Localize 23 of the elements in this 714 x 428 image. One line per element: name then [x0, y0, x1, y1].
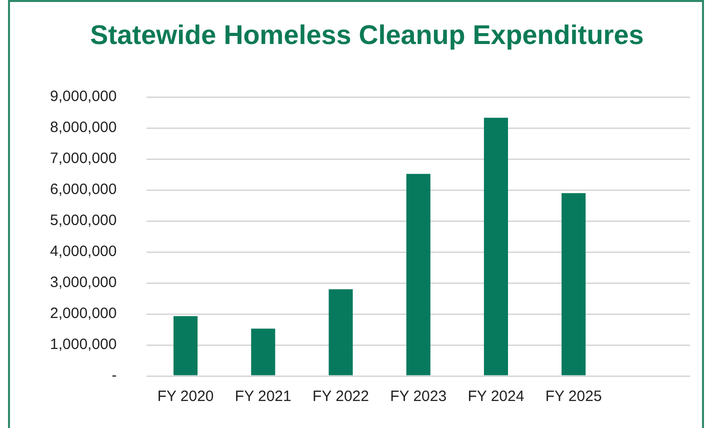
- y-tick-label: 8,000,000: [50, 119, 117, 136]
- bar: [174, 316, 198, 376]
- bar: [328, 289, 353, 376]
- y-tick-label: 9,000,000: [50, 88, 117, 106]
- bar: [251, 328, 276, 376]
- y-tick-label: 1,000,000: [50, 336, 117, 354]
- x-tick-label: FY 2023: [390, 388, 447, 406]
- x-tick-label: FY 2021: [234, 388, 292, 406]
- bar: [484, 118, 508, 376]
- y-tick-label: -: [112, 367, 117, 384]
- y-tick-label: 3,000,000: [50, 274, 117, 292]
- y-tick-label: 2,000,000: [50, 305, 117, 322]
- y-tick-label: 7,000,000: [50, 150, 117, 168]
- y-tick-label: 4,000,000: [50, 243, 117, 260]
- y-tick-label: 6,000,000: [50, 181, 117, 198]
- x-tick-label: FY 2020: [157, 388, 214, 406]
- x-tick-label: FY 2025: [545, 388, 602, 406]
- x-tick-label: FY 2024: [468, 388, 524, 406]
- chart-title: Statewide Homeless Cleanup Expenditures: [89, 20, 645, 51]
- bar: [406, 174, 430, 376]
- y-tick-label: 5,000,000: [50, 212, 117, 230]
- bar: [562, 193, 586, 376]
- x-tick-label: FY 2022: [312, 388, 369, 406]
